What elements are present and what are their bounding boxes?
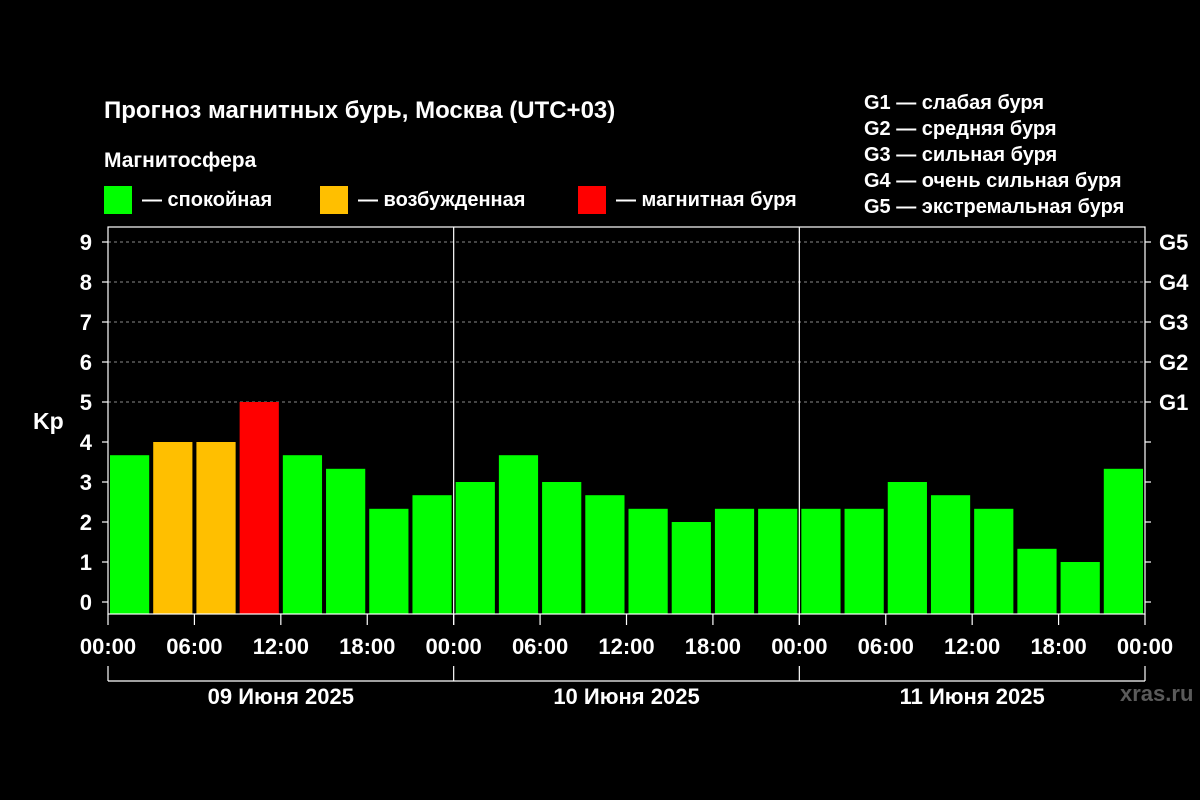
day-label: 10 Июня 2025	[553, 684, 699, 709]
kp-bar	[585, 495, 625, 614]
x-tick-label: 00:00	[771, 634, 827, 659]
kp-bar	[887, 482, 927, 614]
kp-bar	[628, 508, 668, 614]
y-tick-label: 3	[80, 470, 92, 495]
kp-bar	[930, 495, 971, 614]
x-tick-label: 18:00	[685, 634, 741, 659]
kp-bar	[369, 508, 409, 614]
kp-bar	[844, 508, 884, 614]
g-scale-g1: G1 — слабая буря	[864, 92, 1045, 114]
kp-bar	[1060, 562, 1100, 614]
g-scale-g3: G3 — сильная буря	[864, 144, 1058, 166]
kp-bar	[196, 442, 236, 614]
g-scale-g2: G2 — средняя буря	[864, 118, 1057, 140]
g-level-label: G3	[1159, 310, 1188, 335]
y-tick-label: 5	[80, 390, 92, 415]
y-tick-label: 8	[80, 270, 92, 295]
x-tick-label: 00:00	[426, 634, 482, 659]
legend-title: Магнитосфера	[104, 149, 257, 172]
x-tick-label: 12:00	[253, 634, 309, 659]
y-axis-label: Kp	[33, 408, 64, 434]
kp-bar	[412, 495, 452, 614]
kp-bar	[110, 455, 150, 614]
y-tick-label: 0	[80, 590, 92, 615]
x-tick-label: 06:00	[512, 634, 568, 659]
x-tick-label: 00:00	[80, 634, 136, 659]
x-tick-label: 06:00	[166, 634, 222, 659]
kp-bar	[801, 508, 841, 614]
legend-swatch-active	[320, 186, 348, 214]
legend-item-calm: — спокойная	[104, 186, 272, 214]
kp-bar	[758, 508, 798, 614]
kp-bar	[282, 455, 323, 614]
y-tick-label: 2	[80, 510, 92, 535]
kp-bar	[714, 508, 755, 614]
y-tick-label: 1	[80, 550, 92, 575]
y-tick-label: 4	[80, 430, 93, 455]
legend-label-active: — возбужденная	[358, 188, 526, 211]
legend-swatch-calm	[104, 186, 132, 214]
legend-swatch-storm	[578, 186, 606, 214]
kp-bar	[239, 402, 279, 614]
legend-label-calm: — спокойная	[142, 188, 273, 211]
x-tick-label: 00:00	[1117, 634, 1173, 659]
day-label: 09 Июня 2025	[208, 684, 354, 709]
kp-bar	[542, 482, 582, 614]
g-level-label: G1	[1159, 390, 1188, 415]
kp-bar	[455, 482, 495, 614]
kp-bar	[498, 455, 539, 614]
legend-item-storm: — магнитная буря	[578, 186, 797, 214]
chart-title: Прогноз магнитных бурь, Москва (UTC+03)	[104, 97, 616, 124]
watermark: xras.ru	[1120, 681, 1194, 706]
g-scale-g5: G5 — экстремальная буря	[864, 196, 1125, 218]
kp-bar	[1103, 468, 1143, 614]
kp-bar	[153, 442, 193, 614]
g-level-label: G2	[1159, 350, 1188, 375]
x-tick-label: 18:00	[339, 634, 395, 659]
kp-bar	[1017, 548, 1057, 614]
legend-label-storm: — магнитная буря	[616, 188, 797, 211]
y-tick-label: 6	[80, 350, 92, 375]
y-tick-label: 9	[80, 230, 92, 255]
g-scale-g4: G4 — очень сильная буря	[864, 170, 1122, 192]
legend-item-active: — возбужденная	[320, 186, 525, 214]
x-tick-label: 12:00	[598, 634, 654, 659]
kp-bar	[326, 468, 366, 614]
kp-bar	[671, 522, 711, 614]
kp-bar	[974, 508, 1014, 614]
x-tick-label: 06:00	[858, 634, 914, 659]
g-level-label: G5	[1159, 230, 1188, 255]
x-tick-label: 12:00	[944, 634, 1000, 659]
x-tick-label: 18:00	[1030, 634, 1086, 659]
y-tick-label: 7	[80, 310, 92, 335]
g-level-label: G4	[1159, 270, 1189, 295]
day-label: 11 Июня 2025	[900, 684, 1045, 709]
